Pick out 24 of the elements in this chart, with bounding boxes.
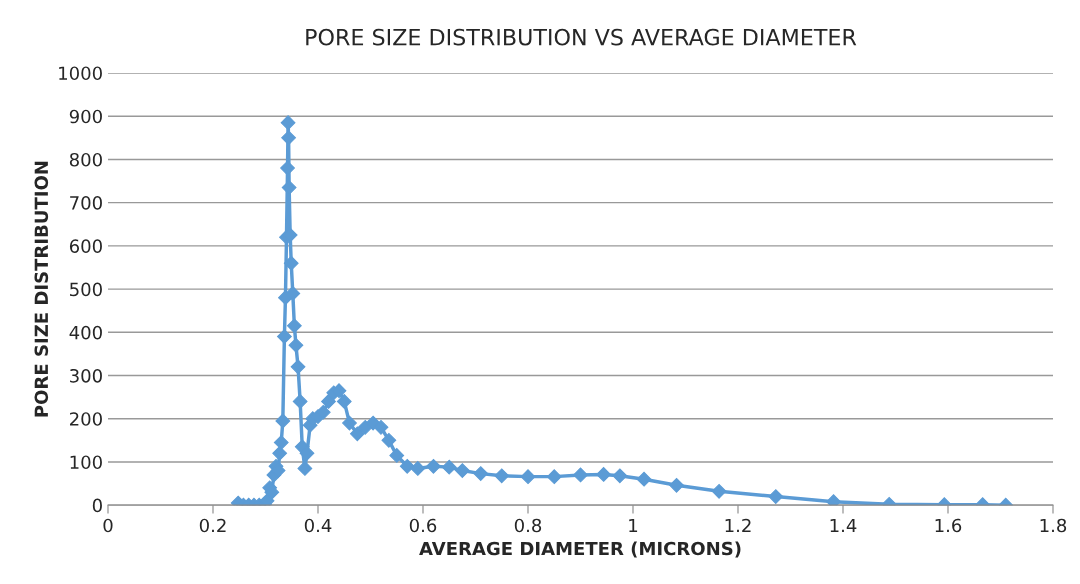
y-tick-label: 100 (70, 455, 102, 470)
y-tick-label: 500 (70, 282, 102, 297)
x-tick-label: 1.2 (725, 518, 751, 533)
x-tick-label: 1 (629, 518, 638, 533)
chart-title: PORE SIZE DISTRIBUTION VS AVERAGE DIAMETER (306, 28, 857, 46)
y-tick-label: 1000 (59, 66, 102, 81)
y-tick-label: 700 (70, 196, 102, 210)
y-tick-label: 200 (70, 412, 102, 426)
y-tick-label: 400 (69, 325, 102, 340)
x-tick-label: 0.4 (304, 518, 332, 533)
y-tick-label: 0 (92, 498, 102, 513)
x-tick-label: 0 (103, 518, 113, 533)
x-axis-title: AVERAGE DIAMETER (MICRONS) (419, 541, 741, 558)
x-tick-label: 0.6 (409, 518, 437, 533)
y-tick-label: 900 (69, 109, 102, 124)
x-tick-label: 1.6 (935, 518, 962, 533)
y-axis-title: PORE SIZE DISTRIBUTION (34, 161, 49, 417)
y-tick-label: 800 (69, 152, 102, 167)
x-tick-label: 1.4 (830, 518, 857, 533)
x-tick-label: 0.2 (199, 518, 226, 533)
x-tick-label: 1.8 (1040, 518, 1067, 533)
x-tick-label: 0.8 (514, 518, 542, 533)
y-tick-label: 600 (69, 239, 102, 253)
y-tick-label: 300 (70, 368, 102, 383)
